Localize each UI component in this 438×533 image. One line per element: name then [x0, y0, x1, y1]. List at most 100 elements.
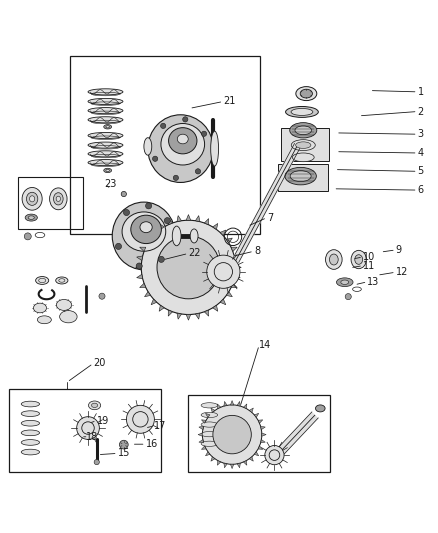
Polygon shape	[177, 313, 181, 319]
Ellipse shape	[286, 107, 318, 117]
Bar	[10, 389, 161, 472]
Polygon shape	[230, 464, 234, 469]
Polygon shape	[217, 461, 221, 465]
Polygon shape	[198, 433, 202, 436]
Polygon shape	[231, 283, 237, 288]
Text: 4: 4	[418, 148, 424, 158]
Text: 7: 7	[267, 213, 273, 223]
Polygon shape	[230, 400, 234, 405]
Ellipse shape	[37, 316, 51, 324]
Circle shape	[161, 123, 166, 128]
Polygon shape	[151, 230, 157, 236]
Polygon shape	[137, 274, 143, 279]
Circle shape	[136, 263, 142, 269]
Polygon shape	[204, 310, 208, 316]
Ellipse shape	[21, 401, 39, 407]
Ellipse shape	[148, 115, 213, 182]
Polygon shape	[140, 283, 146, 288]
Circle shape	[202, 405, 262, 464]
Circle shape	[115, 244, 121, 249]
Ellipse shape	[291, 140, 315, 151]
Text: 13: 13	[367, 277, 380, 287]
Ellipse shape	[285, 167, 316, 185]
Polygon shape	[213, 223, 218, 230]
Polygon shape	[224, 401, 227, 406]
Ellipse shape	[190, 229, 198, 243]
Ellipse shape	[296, 142, 311, 148]
Polygon shape	[137, 256, 143, 261]
Circle shape	[120, 440, 128, 449]
Polygon shape	[261, 440, 265, 443]
Polygon shape	[151, 299, 157, 305]
Polygon shape	[244, 461, 247, 465]
Text: 16: 16	[146, 439, 158, 449]
Polygon shape	[237, 401, 240, 406]
Ellipse shape	[88, 108, 123, 114]
Circle shape	[183, 117, 188, 122]
Ellipse shape	[53, 193, 63, 205]
Polygon shape	[224, 463, 227, 468]
Text: 20: 20	[93, 358, 106, 368]
Ellipse shape	[106, 169, 110, 172]
Polygon shape	[220, 299, 226, 305]
Text: 10: 10	[363, 252, 375, 262]
Ellipse shape	[88, 142, 123, 148]
Circle shape	[77, 417, 99, 439]
Polygon shape	[145, 292, 151, 297]
Ellipse shape	[26, 192, 38, 205]
Polygon shape	[159, 305, 164, 311]
Circle shape	[164, 217, 170, 224]
Text: 22: 22	[188, 248, 201, 259]
Circle shape	[127, 405, 154, 433]
Circle shape	[207, 255, 240, 288]
Ellipse shape	[88, 159, 123, 166]
Circle shape	[94, 459, 99, 465]
Ellipse shape	[201, 403, 218, 408]
Polygon shape	[201, 446, 206, 449]
Circle shape	[145, 203, 152, 209]
Text: 21: 21	[223, 96, 236, 107]
Ellipse shape	[49, 188, 67, 210]
Bar	[282, 128, 329, 161]
Polygon shape	[231, 247, 237, 252]
Text: 6: 6	[418, 185, 424, 195]
Ellipse shape	[201, 413, 218, 417]
Ellipse shape	[25, 214, 37, 221]
Text: 5: 5	[418, 166, 424, 176]
Ellipse shape	[21, 421, 39, 426]
Ellipse shape	[295, 126, 311, 135]
Ellipse shape	[290, 171, 311, 182]
Ellipse shape	[88, 401, 101, 410]
Polygon shape	[258, 420, 263, 423]
Text: 23: 23	[105, 180, 117, 189]
Ellipse shape	[21, 440, 39, 445]
Ellipse shape	[104, 125, 112, 129]
Ellipse shape	[122, 212, 166, 251]
Ellipse shape	[169, 128, 197, 154]
Text: 19: 19	[97, 416, 109, 426]
Ellipse shape	[329, 254, 338, 265]
Circle shape	[195, 169, 201, 174]
Polygon shape	[237, 463, 240, 468]
Circle shape	[124, 209, 130, 215]
Text: 14: 14	[259, 340, 272, 350]
Polygon shape	[249, 408, 253, 413]
Circle shape	[133, 411, 148, 427]
Ellipse shape	[56, 196, 60, 201]
Ellipse shape	[336, 278, 353, 287]
Polygon shape	[168, 219, 173, 225]
Ellipse shape	[21, 449, 39, 455]
Ellipse shape	[88, 117, 123, 123]
Polygon shape	[258, 446, 263, 449]
Polygon shape	[261, 426, 265, 430]
Circle shape	[265, 446, 284, 465]
Ellipse shape	[161, 124, 205, 165]
Ellipse shape	[290, 123, 317, 138]
Polygon shape	[140, 247, 146, 252]
Polygon shape	[177, 215, 181, 222]
Ellipse shape	[92, 403, 98, 408]
Ellipse shape	[291, 108, 313, 116]
Ellipse shape	[211, 131, 219, 166]
Ellipse shape	[33, 303, 46, 313]
Polygon shape	[226, 292, 233, 297]
